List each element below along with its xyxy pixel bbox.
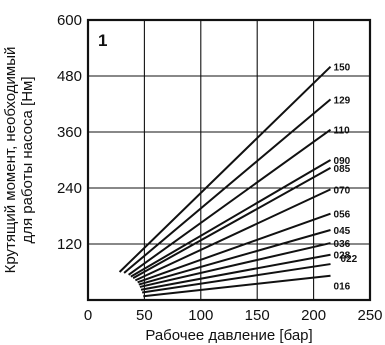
y-tick-240: 240 xyxy=(57,180,82,197)
series-label-036: 036 xyxy=(334,239,351,250)
series-line-045 xyxy=(138,229,331,286)
series-label-022: 022 xyxy=(341,254,358,265)
x-tick-200: 200 xyxy=(301,307,326,324)
series-label-085: 085 xyxy=(334,164,351,175)
y-axis-label-line1: Крутящий момент, необходимый xyxy=(2,47,19,274)
x-tick-50: 50 xyxy=(136,307,153,324)
y-tick-120: 120 xyxy=(57,236,82,253)
series-line-036 xyxy=(139,242,331,288)
series-label-070: 070 xyxy=(334,185,351,196)
x-tick-100: 100 xyxy=(188,307,213,324)
series-label-016: 016 xyxy=(334,282,351,293)
x-tick-250: 250 xyxy=(357,307,382,324)
series-lines xyxy=(118,65,332,298)
plot-frame xyxy=(86,18,372,302)
series-line-150 xyxy=(118,65,332,273)
series-label-150: 150 xyxy=(334,63,351,74)
series-line-110 xyxy=(128,128,332,276)
x-tick-0: 0 xyxy=(84,307,92,324)
series-label-110: 110 xyxy=(334,126,351,137)
series-line-016 xyxy=(143,274,331,298)
series-label-045: 045 xyxy=(334,226,351,237)
series-line-129 xyxy=(123,98,332,274)
x-tick-150: 150 xyxy=(245,307,270,324)
series-label-056: 056 xyxy=(334,210,351,221)
series-line-022 xyxy=(141,263,331,294)
y-tick-360: 360 xyxy=(57,124,82,141)
y-tick-600: 600 xyxy=(57,12,82,29)
series-line-070 xyxy=(134,188,331,282)
y-tick-480: 480 xyxy=(57,68,82,85)
series-label-090: 090 xyxy=(334,156,351,167)
series-label-028: 028 xyxy=(334,251,351,262)
x-axis-label: Рабочее давление [бар] xyxy=(145,327,312,344)
series-line-056 xyxy=(137,212,331,284)
series-line-090 xyxy=(130,159,332,278)
series-line-085 xyxy=(132,167,332,279)
series-line-028 xyxy=(140,253,331,291)
tick-labels: 0 50 100 150 200 250 120 240 360 480 600 xyxy=(57,12,383,324)
y-axis-label-line2: для работы насоса [Нм] xyxy=(19,76,36,243)
series-label-129: 129 xyxy=(334,95,351,106)
panel-label: 1 xyxy=(98,31,107,50)
